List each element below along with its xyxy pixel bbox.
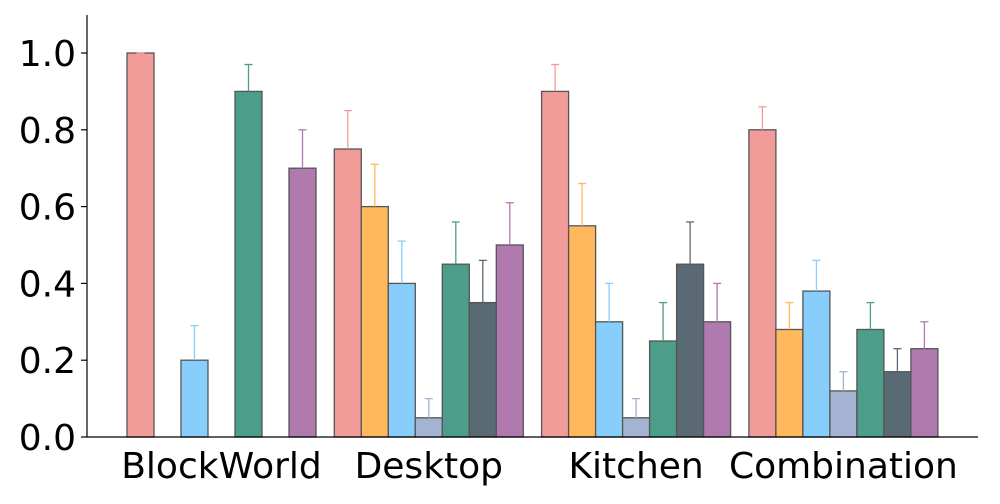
error-bar [758, 106, 767, 130]
error-bar [812, 259, 821, 292]
bars [126, 52, 939, 438]
bar-kitchen-series-7 [702, 321, 732, 438]
error-bar [370, 163, 379, 207]
bar-desktop-series-6 [468, 301, 497, 438]
bar-combination-series-5 [856, 328, 885, 438]
error-bar [632, 397, 641, 418]
bar-desktop-series-1 [333, 148, 362, 438]
error-bar [451, 221, 460, 265]
bar-blockworld-series-7 [288, 167, 317, 438]
bar-combination-series-2 [775, 328, 804, 438]
bar-blockworld-series-3 [180, 359, 209, 438]
x-tick-label: Combination [729, 446, 958, 487]
bar-desktop-series-4 [414, 417, 443, 438]
bar-blockworld-series-5 [234, 90, 263, 438]
bar-blockworld-series-1 [126, 52, 155, 438]
bar-kitchen-series-2 [567, 225, 597, 438]
y-tick-label: 1.0 [19, 34, 76, 75]
error-bar [505, 202, 514, 245]
y-tick-label: 0.8 [19, 111, 76, 152]
error-bar [298, 129, 307, 169]
bar-kitchen-series-5 [648, 340, 678, 438]
error-bar [920, 321, 929, 349]
error-bar [190, 324, 199, 361]
bar-combination-series-3 [802, 290, 831, 438]
y-ticks: 0.0 0.2 0.4 0.6 0.8 1.0 [19, 34, 87, 459]
error-bar [605, 282, 614, 322]
bar-kitchen-series-1 [540, 90, 570, 438]
y-tick-label: 0.2 [19, 341, 76, 382]
error-bar [659, 301, 668, 341]
x-tick-label: Kitchen [568, 446, 703, 487]
error-bar [785, 301, 794, 330]
bar-kitchen-series-4 [621, 417, 651, 438]
error-bars [136, 52, 929, 418]
error-bar [343, 109, 352, 149]
error-bar [424, 397, 433, 418]
bar-combination-series-6 [883, 371, 912, 438]
bar-kitchen-series-6 [675, 263, 705, 438]
error-bar [397, 240, 406, 284]
error-bar [686, 221, 695, 265]
error-bar [866, 301, 875, 330]
error-bar [893, 348, 902, 372]
bar-desktop-series-5 [441, 263, 470, 438]
bar-combination-series-7 [910, 348, 939, 438]
bar-combination-series-1 [748, 129, 777, 438]
error-bar [244, 63, 253, 92]
error-bar [839, 371, 848, 391]
error-bar [578, 182, 587, 226]
bar-desktop-series-3 [387, 282, 416, 438]
x-ticks: BlockWorld Desktop Kitchen Combination [121, 446, 958, 487]
bar-desktop-series-7 [495, 244, 524, 438]
error-bar [713, 282, 722, 322]
bar-kitchen-series-3 [594, 321, 624, 438]
error-bar [478, 259, 487, 303]
bar-desktop-series-2 [360, 205, 389, 438]
y-tick-label: 0.0 [19, 418, 76, 459]
y-tick-label: 0.6 [19, 188, 76, 229]
y-tick-label: 0.4 [19, 264, 76, 305]
x-tick-label: Desktop [355, 446, 503, 487]
bar-combination-series-4 [829, 390, 858, 438]
x-tick-label: BlockWorld [121, 446, 322, 487]
error-bar [551, 63, 560, 92]
